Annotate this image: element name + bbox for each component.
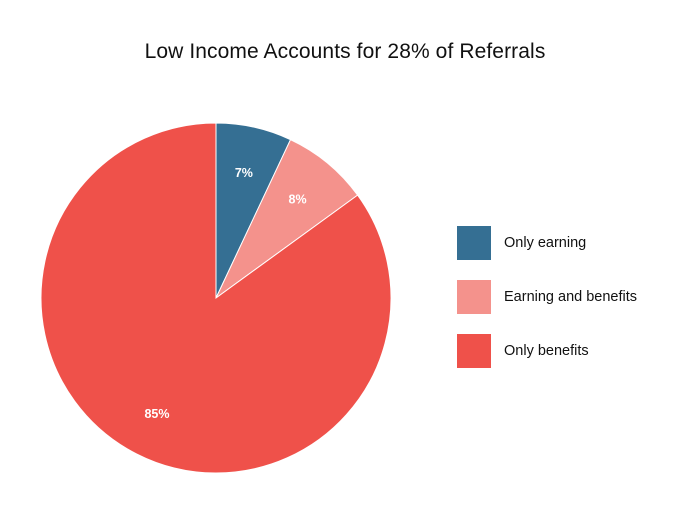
legend-swatch — [457, 280, 491, 314]
slice-label: 7% — [235, 166, 253, 180]
slice-label: 8% — [289, 192, 307, 206]
legend-swatch — [457, 226, 491, 260]
legend-label: Only benefits — [504, 343, 589, 359]
legend: Only earning Earning and benefits Only b… — [457, 226, 637, 388]
legend-label: Only earning — [504, 235, 587, 251]
legend-item-only-earning: Only earning — [457, 226, 637, 260]
slice-label: 85% — [144, 407, 169, 421]
legend-item-earning-and-benefits: Earning and benefits — [457, 280, 637, 314]
legend-item-only-benefits: Only benefits — [457, 334, 637, 368]
chart-title: Low Income Accounts for 28% of Referrals — [144, 40, 546, 63]
legend-swatch — [457, 334, 491, 368]
legend-label: Earning and benefits — [504, 289, 638, 305]
pie-slice-only-benefits — [40, 122, 392, 474]
